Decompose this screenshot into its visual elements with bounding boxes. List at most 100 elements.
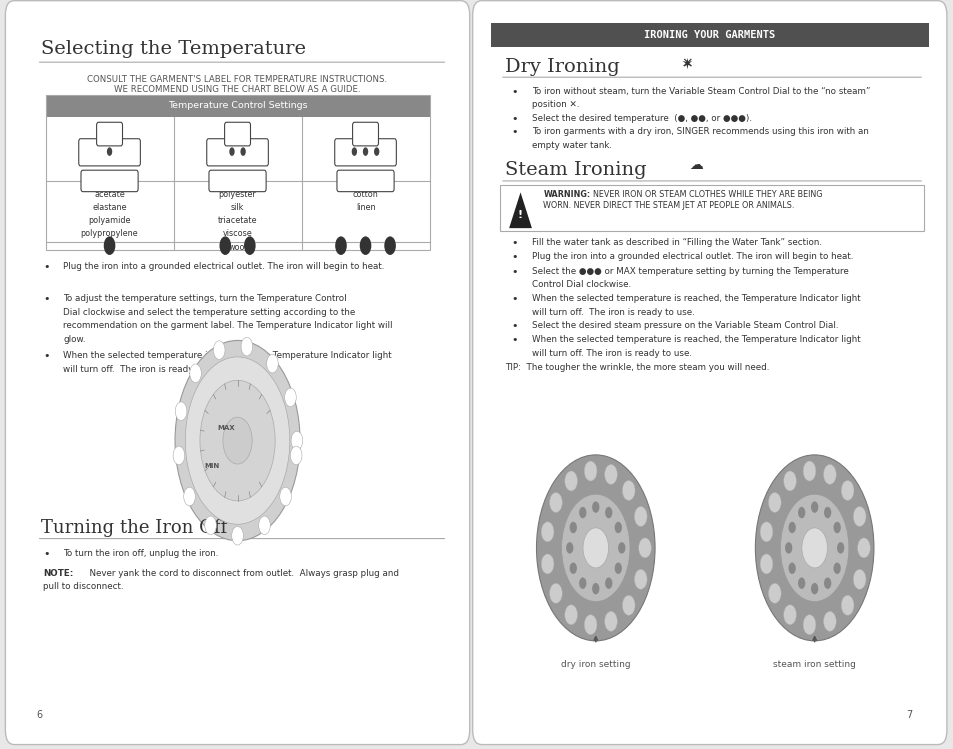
Circle shape	[784, 542, 792, 554]
Circle shape	[841, 595, 853, 615]
Circle shape	[833, 522, 840, 533]
Circle shape	[279, 487, 291, 506]
Text: •: •	[43, 351, 50, 361]
FancyBboxPatch shape	[207, 139, 268, 166]
Text: IRONING YOUR GARMENTS: IRONING YOUR GARMENTS	[643, 30, 775, 40]
Circle shape	[592, 583, 598, 595]
Circle shape	[823, 507, 830, 518]
Text: will turn off.  The iron is ready to use.: will turn off. The iron is ready to use.	[63, 365, 226, 374]
Circle shape	[564, 471, 577, 491]
Text: To adjust the temperature settings, turn the Temperature Control: To adjust the temperature settings, turn…	[63, 294, 347, 303]
Bar	[491, 23, 927, 47]
Circle shape	[782, 471, 796, 491]
Circle shape	[802, 461, 815, 481]
Circle shape	[258, 516, 270, 535]
FancyBboxPatch shape	[353, 122, 378, 146]
Circle shape	[767, 583, 781, 603]
Circle shape	[175, 402, 187, 420]
FancyBboxPatch shape	[209, 170, 266, 192]
Circle shape	[205, 516, 216, 535]
Bar	[46, 95, 429, 117]
Text: Dial clockwise and select the temperature setting according to the: Dial clockwise and select the temperatur…	[63, 308, 355, 317]
Circle shape	[578, 577, 586, 589]
Text: steam iron setting: steam iron setting	[773, 660, 855, 669]
Text: TIP:  The tougher the wrinkle, the more steam you will need.: TIP: The tougher the wrinkle, the more s…	[504, 363, 768, 372]
FancyBboxPatch shape	[81, 170, 138, 192]
Circle shape	[822, 611, 836, 631]
FancyBboxPatch shape	[96, 122, 122, 146]
Circle shape	[782, 604, 796, 625]
Circle shape	[241, 337, 253, 356]
Text: cotton
linen: cotton linen	[353, 189, 378, 212]
Circle shape	[107, 148, 112, 156]
Text: •: •	[511, 336, 517, 345]
Text: Turning the Iron Off: Turning the Iron Off	[41, 519, 227, 537]
Circle shape	[536, 455, 655, 641]
Text: pull to disconnect.: pull to disconnect.	[43, 582, 124, 591]
Circle shape	[359, 237, 371, 255]
Text: WARNING:: WARNING:	[543, 189, 590, 198]
Text: Select the desired steam pressure on the Variable Steam Control Dial.: Select the desired steam pressure on the…	[532, 321, 838, 330]
Text: Temperature Control Settings: Temperature Control Settings	[168, 101, 307, 110]
FancyBboxPatch shape	[6, 1, 469, 745]
Circle shape	[836, 542, 843, 554]
Text: MAX: MAX	[217, 425, 235, 431]
Circle shape	[618, 542, 625, 554]
Text: To iron garments with a dry iron, SINGER recommends using this iron with an: To iron garments with a dry iron, SINGER…	[532, 127, 868, 136]
Circle shape	[384, 237, 395, 255]
Circle shape	[760, 522, 772, 542]
Text: polyester
silk
triacetate
viscose
wool: polyester silk triacetate viscose wool	[217, 189, 257, 252]
Circle shape	[604, 464, 617, 485]
Circle shape	[174, 341, 300, 541]
Text: •: •	[511, 87, 517, 97]
Circle shape	[614, 562, 621, 574]
Circle shape	[290, 446, 302, 465]
Circle shape	[797, 577, 804, 589]
Text: recommendation on the garment label. The Temperature Indicator light will: recommendation on the garment label. The…	[63, 321, 393, 330]
Text: 7: 7	[905, 709, 911, 720]
Text: Plug the iron into a grounded electrical outlet. The iron will begin to heat.: Plug the iron into a grounded electrical…	[63, 261, 384, 270]
Text: •: •	[511, 252, 517, 262]
Text: dry iron setting: dry iron setting	[560, 660, 630, 669]
Text: When the selected temperature is reached, the Temperature Indicator light: When the selected temperature is reached…	[532, 336, 860, 345]
Circle shape	[833, 562, 840, 574]
Circle shape	[569, 562, 577, 574]
Circle shape	[578, 507, 586, 518]
Text: ✶: ✶	[679, 56, 692, 71]
Circle shape	[755, 455, 873, 641]
Circle shape	[219, 237, 231, 255]
Text: will turn off. The iron is ready to use.: will turn off. The iron is ready to use.	[532, 349, 691, 358]
Circle shape	[561, 494, 629, 601]
Circle shape	[788, 522, 795, 533]
Circle shape	[621, 480, 635, 500]
Circle shape	[822, 464, 836, 485]
Circle shape	[190, 364, 201, 383]
FancyBboxPatch shape	[335, 139, 395, 166]
Circle shape	[569, 522, 577, 533]
Text: !: !	[517, 210, 522, 219]
Circle shape	[592, 501, 598, 513]
Circle shape	[352, 148, 356, 156]
Text: Select the desired temperature  (●, ●●, or ●●●).: Select the desired temperature (●, ●●, o…	[532, 114, 751, 123]
Circle shape	[335, 237, 347, 255]
Circle shape	[852, 506, 865, 527]
Circle shape	[802, 615, 815, 634]
Text: •: •	[511, 321, 517, 331]
Circle shape	[857, 538, 869, 558]
Circle shape	[583, 615, 597, 634]
Circle shape	[565, 542, 573, 554]
Text: MIN: MIN	[204, 463, 219, 469]
Text: •: •	[43, 294, 50, 304]
Circle shape	[583, 461, 597, 481]
Text: Control Dial clockwise.: Control Dial clockwise.	[532, 280, 630, 289]
Circle shape	[549, 583, 561, 603]
Text: •: •	[511, 238, 517, 248]
Text: Selecting the Temperature: Selecting the Temperature	[41, 40, 306, 58]
Polygon shape	[509, 192, 532, 228]
Circle shape	[540, 522, 554, 542]
Circle shape	[291, 431, 302, 450]
Text: Steam Ironing: Steam Ironing	[504, 161, 645, 179]
Text: 6: 6	[36, 709, 43, 720]
Text: WORN. NEVER DIRECT THE STEAM JET AT PEOPLE OR ANIMALS.: WORN. NEVER DIRECT THE STEAM JET AT PEOP…	[543, 201, 794, 210]
Circle shape	[104, 237, 115, 255]
